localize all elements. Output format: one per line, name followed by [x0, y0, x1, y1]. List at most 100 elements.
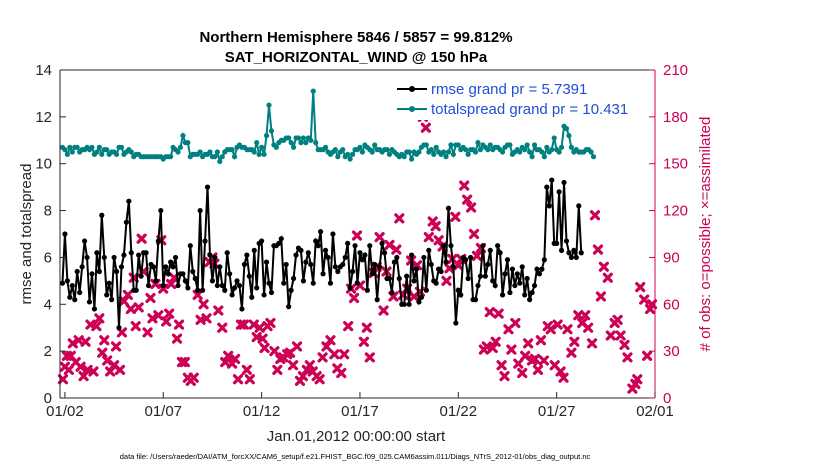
y-tick-label-left: 0 — [44, 390, 52, 407]
obs-count-point — [605, 330, 616, 341]
obs-count-point — [619, 339, 630, 350]
y-tick-label-right: 30 — [663, 343, 680, 360]
obs-count-point — [595, 291, 607, 302]
obs-count-point — [459, 180, 470, 191]
obs-count-point — [147, 313, 158, 324]
rmse-point — [94, 250, 100, 256]
obs-count-point — [297, 371, 309, 382]
obs-count-point — [57, 374, 69, 385]
y-tick-label-right: 180 — [663, 109, 688, 126]
totalspread-point — [340, 147, 346, 153]
rmse-point — [150, 264, 157, 270]
obs-count-point — [499, 371, 510, 382]
obs-count-point — [433, 235, 444, 246]
rmse-point — [67, 294, 73, 300]
totalspread-point — [450, 151, 456, 157]
obs-count-point — [487, 342, 498, 354]
totalspread-point — [566, 133, 572, 139]
rmse-point — [440, 243, 447, 249]
obs-count-point — [114, 364, 126, 375]
obs-count-point — [450, 211, 461, 222]
totalspread-point — [551, 135, 557, 141]
totalspread-point — [445, 149, 452, 155]
totalspread-point — [558, 144, 565, 150]
tick-layer: 01/02 01/07 01/12 01/17 01/22 01/27 02/0102468… — [35, 62, 688, 420]
obs-count-point — [513, 358, 524, 369]
rmse-point — [482, 273, 488, 279]
rmse-point — [320, 271, 326, 277]
totalspread-point — [231, 154, 238, 160]
rmse-point — [495, 243, 501, 249]
obs-count-point — [244, 374, 255, 385]
rmse-point — [416, 299, 422, 305]
totalspread-point — [322, 144, 329, 150]
rmse-point — [229, 292, 235, 298]
obs-count-point — [133, 302, 144, 313]
totalspread-point — [219, 154, 225, 160]
obs-count-point — [105, 366, 116, 377]
rmse-point — [227, 271, 233, 277]
obs-count-point — [361, 322, 372, 333]
obs-count-point — [394, 213, 405, 224]
rmse-point — [527, 297, 533, 303]
rmse-point — [283, 261, 289, 268]
rmse-point — [512, 282, 518, 289]
obs-count-point — [179, 356, 191, 368]
totalspread-point — [349, 151, 356, 157]
obs-count-point — [91, 321, 102, 332]
rmse-point — [236, 282, 243, 289]
totalspread-point — [268, 128, 275, 134]
chart-title: Northern Hemisphere 5846 / 5857 = 99.812… — [199, 29, 512, 46]
x-tick-label: 01/07 — [144, 403, 182, 420]
obs-count-point — [257, 333, 268, 344]
rmse-point — [109, 297, 115, 303]
rmse-point — [168, 259, 174, 265]
plot-layer — [57, 88, 658, 394]
rmse-point — [389, 289, 395, 296]
totalspread-point — [522, 147, 528, 153]
obs-count-point — [642, 350, 653, 361]
legend-label-totalspread: totalspread grand pr = 10.431 — [431, 101, 628, 118]
rmse-point — [578, 250, 584, 256]
obs-count-point — [517, 367, 528, 379]
rmse-point — [531, 282, 538, 289]
totalspread-point — [313, 140, 319, 146]
rmse-point — [327, 280, 334, 286]
rmse-point — [504, 257, 511, 263]
rmse-point — [342, 254, 348, 261]
rmse-point — [104, 292, 110, 298]
obs-count-point — [592, 244, 604, 255]
obs-count-point — [329, 349, 340, 360]
totalspread-point — [527, 149, 533, 155]
rmse-point — [106, 280, 112, 286]
obs-count-point — [510, 317, 521, 329]
obs-count-point — [80, 336, 91, 347]
rmse-point — [231, 285, 238, 291]
rmse-point — [79, 264, 85, 270]
obs-count-point — [173, 319, 185, 330]
rmse-point — [377, 264, 383, 270]
rmse-point — [458, 292, 464, 298]
obs-count-point — [142, 327, 153, 338]
obs-count-point — [529, 353, 541, 365]
rmse-point — [401, 301, 407, 307]
obs-count-point — [110, 341, 122, 352]
rmse-point — [534, 266, 540, 272]
totalspread-point — [286, 135, 292, 141]
rmse-point — [313, 238, 319, 244]
obs-count-point — [188, 372, 199, 383]
rmse-point — [426, 247, 432, 253]
rmse-point — [133, 287, 139, 293]
rmse-point — [200, 287, 206, 293]
rmse-point — [563, 238, 570, 244]
totalspread-point — [524, 142, 530, 148]
rmse-point — [185, 285, 191, 291]
rmse-point — [372, 261, 378, 268]
rmse-point — [59, 280, 66, 286]
rmse-point — [251, 247, 257, 253]
rmse-point — [246, 273, 252, 279]
obs-count-point — [535, 335, 547, 346]
totalspread-point — [408, 156, 415, 162]
rmse-point — [266, 280, 272, 286]
rmse-point — [143, 250, 149, 256]
